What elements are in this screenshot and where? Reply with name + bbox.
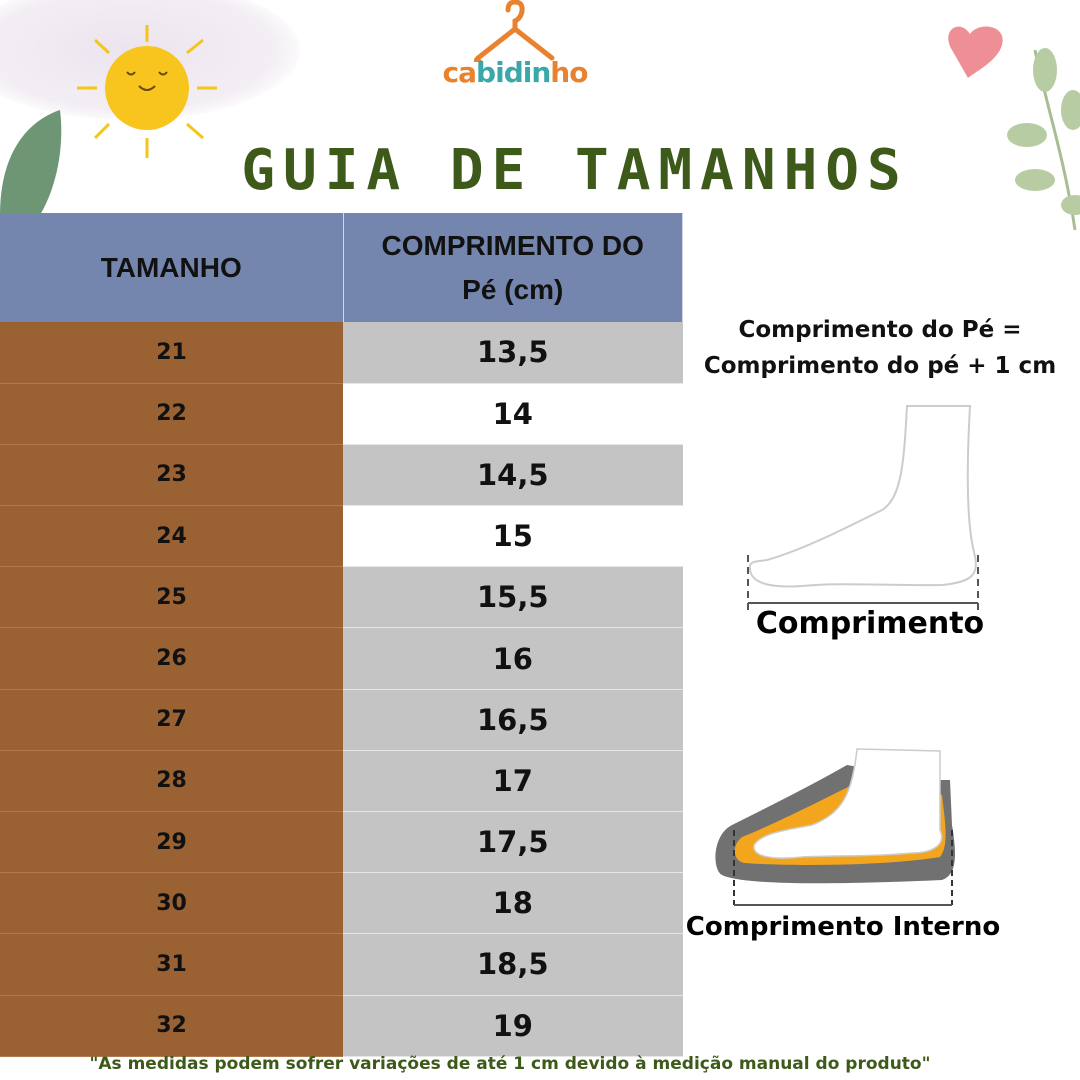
- size-cell: 22: [0, 383, 343, 445]
- header-size: TAMANHO: [0, 213, 344, 322]
- header-length-line2: Pé (cm): [462, 273, 564, 305]
- table-row: 29 17,5: [0, 811, 683, 874]
- length-cell: 16: [343, 627, 683, 690]
- table-row: 24 15: [0, 505, 683, 568]
- header-length-line1: COMPRIMENTO DO: [381, 229, 644, 261]
- length-cell: 15,5: [343, 566, 683, 629]
- table-row: 30 18: [0, 872, 683, 935]
- size-cell: 28: [0, 750, 343, 813]
- heart-icon: [948, 26, 1003, 78]
- length-cell: 14,5: [343, 444, 683, 507]
- size-cell: 24: [0, 505, 343, 568]
- size-cell: 25: [0, 566, 343, 629]
- table-row: 28 17: [0, 750, 683, 813]
- inner-length-label: Comprimento Interno: [685, 912, 1001, 942]
- formula-line1: Comprimento do Pé =: [738, 317, 1022, 343]
- size-cell: 27: [0, 689, 343, 751]
- sun-icon: [77, 25, 217, 158]
- table-row: 32 19: [0, 995, 683, 1057]
- size-cell: 26: [0, 627, 343, 690]
- length-cell: 16,5: [343, 689, 683, 751]
- table-row: 27 16,5: [0, 689, 683, 751]
- length-cell: 15: [343, 505, 683, 568]
- length-cell: 17,5: [343, 811, 683, 874]
- length-cell: 17: [343, 750, 683, 813]
- size-cell: 21: [0, 322, 343, 384]
- plant-decoration: [1007, 48, 1080, 230]
- length-cell: 19: [343, 995, 683, 1057]
- shoe-illustration: [715, 748, 955, 906]
- leaf-decoration: [0, 110, 62, 215]
- page-title: GUIA DE TAMANHOS: [241, 138, 909, 203]
- formula-text: Comprimento do Pé = Comprimento do pé + 1…: [690, 312, 1070, 384]
- size-cell: 32: [0, 995, 343, 1057]
- table-row: 25 15,5: [0, 566, 683, 629]
- table-row: 21 13,5: [0, 322, 683, 384]
- size-table: TAMANHO COMPRIMENTO DO Pé (cm) 21 13,5 22 14…: [0, 213, 683, 1057]
- footnote: "As medidas podem sofrer variações de at…: [89, 1054, 931, 1074]
- length-cell: 18,5: [343, 933, 683, 996]
- size-cell: 29: [0, 811, 343, 874]
- brand-logo: cabidinho: [442, 56, 589, 89]
- header-length: COMPRIMENTO DO Pé (cm): [343, 213, 683, 322]
- formula-line2: Comprimento do pé + 1 cm: [703, 353, 1057, 379]
- length-cell: 13,5: [343, 322, 683, 384]
- table-row: 31 18,5: [0, 933, 683, 996]
- table-row: 23 14,5: [0, 444, 683, 507]
- length-cell: 14: [343, 383, 683, 445]
- size-cell: 23: [0, 444, 343, 507]
- foot-illustration: [747, 405, 979, 615]
- size-cell: 31: [0, 933, 343, 996]
- table-row: 22 14: [0, 383, 683, 445]
- foot-length-label: Comprimento: [755, 606, 985, 641]
- length-cell: 18: [343, 872, 683, 935]
- hanger-icon: [473, 0, 555, 62]
- size-cell: 30: [0, 872, 343, 935]
- table-row: 26 16: [0, 627, 683, 690]
